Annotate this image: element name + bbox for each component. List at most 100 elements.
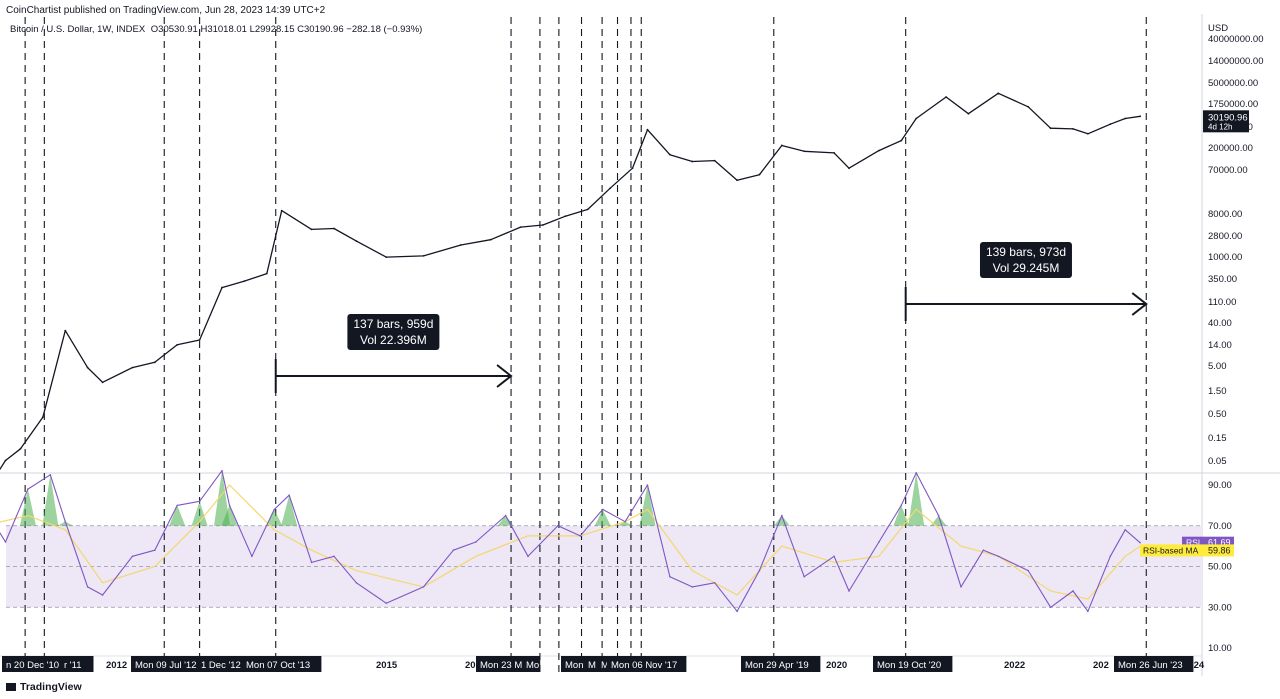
time-axis-marker-tag xyxy=(242,656,322,672)
rsi-axis-tick-label: 30.00 xyxy=(1208,602,1232,613)
rsi-point xyxy=(27,488,29,490)
rsi-point xyxy=(527,555,529,558)
rsi-point xyxy=(86,586,89,588)
price-point xyxy=(333,227,335,230)
price-axis-tick-label: 0.50 xyxy=(1208,409,1227,420)
rsi-overbought-fill xyxy=(639,485,656,526)
price-point xyxy=(945,96,947,98)
time-axis-year-label: 2022 xyxy=(1004,660,1025,671)
time-axis-marker-label: Mon 07 Oct '13 xyxy=(246,660,310,671)
rsi-point xyxy=(154,549,156,551)
price-tag-countdown: 4d 12h xyxy=(1208,122,1232,131)
price-point xyxy=(877,149,880,152)
price-point xyxy=(41,416,44,418)
rsi-overbought-fill xyxy=(19,489,36,526)
price-point xyxy=(459,244,462,246)
rsi-point xyxy=(228,504,231,507)
rsi-point xyxy=(900,504,903,507)
time-axis-marker-label: Mon 19 Oct '20 xyxy=(877,660,941,671)
rsi-overbought-fill xyxy=(617,521,634,526)
price-axis-tick-label: 1750000.00 xyxy=(1208,99,1258,110)
rsi-point xyxy=(1109,555,1112,558)
price-axis-tick-label: 5.00 xyxy=(1208,361,1227,372)
price-point xyxy=(564,215,567,218)
measurement-label-box xyxy=(979,242,1072,278)
time-axis-marker-label: Mon 09 Jul '12 xyxy=(135,660,197,671)
price-point xyxy=(1124,117,1127,120)
price-axis-tick-label: 110.00 xyxy=(1208,297,1236,308)
rsi-overbought-fill xyxy=(930,515,947,526)
tradingview-mark-icon xyxy=(6,683,16,691)
price-point xyxy=(64,329,67,332)
time-axis-marker-tag xyxy=(2,656,72,672)
rsi-point xyxy=(310,561,313,564)
time-axis-marker-tag xyxy=(607,656,687,672)
price-line xyxy=(0,92,1141,471)
time-axis-marker-tag xyxy=(522,656,541,672)
time-axis-marker-tag xyxy=(741,656,821,672)
rsi-point xyxy=(878,541,880,543)
rsi-point xyxy=(848,590,850,592)
rsi-overbought-fill xyxy=(42,474,59,526)
time-axis-marker-tag xyxy=(584,656,598,672)
rsi-point xyxy=(273,508,276,511)
price-axis-tick-label: 40000000.00 xyxy=(1208,34,1263,45)
price-axis-tick-label: 350.00 xyxy=(1208,274,1237,285)
rsi-point xyxy=(1027,569,1029,572)
rsi-point xyxy=(691,586,694,588)
price-point xyxy=(4,459,7,462)
rsi-point xyxy=(1072,590,1074,592)
time-axis-marker-tag xyxy=(197,656,251,672)
tradingview-logo[interactable]: TradingView xyxy=(6,681,82,693)
price-point xyxy=(1072,128,1074,130)
price-point xyxy=(1049,127,1052,130)
rsi-point xyxy=(960,586,962,588)
symbol-name: Bitcoin / U.S. Dollar, 1W, INDEX xyxy=(10,24,146,35)
rsi-axis-tick-label: 10.00 xyxy=(1208,643,1232,654)
rsi-overbought-fill xyxy=(773,515,790,526)
rsi-overbought-fill xyxy=(281,495,298,526)
rsi-tag-name: RSI xyxy=(1186,538,1200,548)
time-axis-marker-label: Mo xyxy=(526,660,539,671)
price-point xyxy=(19,447,22,450)
rsi-point xyxy=(101,594,104,596)
time-axis-year-label: 2020 xyxy=(826,660,847,671)
time-axis-year-label: 2012 xyxy=(106,660,127,671)
price-point xyxy=(1139,115,1142,118)
time-axis-marker-label: M xyxy=(601,660,609,671)
rsi-point xyxy=(713,582,716,584)
price-axis-tick-label: 5000000.00 xyxy=(1208,78,1258,89)
price-point xyxy=(86,366,89,369)
price-point xyxy=(131,366,134,369)
price-axis-tick-label: USD xyxy=(1208,23,1228,34)
rsi-point xyxy=(198,500,201,503)
published-line: CoinChartist published on TradingView.co… xyxy=(6,5,326,16)
time-axis-marker-tag xyxy=(597,656,611,672)
rsi-point xyxy=(833,555,835,558)
rsi-point xyxy=(333,555,335,558)
price-point xyxy=(646,128,649,131)
time-axis-marker-label: Mon 29 Apr '19 xyxy=(745,660,809,671)
ohlc-low: L29928.15 xyxy=(249,24,295,35)
price-point xyxy=(1027,105,1030,108)
price-point xyxy=(833,152,835,154)
rsi-point xyxy=(504,514,507,517)
rsi-point xyxy=(176,504,179,507)
rsi-point xyxy=(646,484,649,486)
time-axis-year-label: 202 xyxy=(1093,660,1109,671)
price-axis-tick-label: 1000.00 xyxy=(1208,252,1242,263)
price-point xyxy=(668,153,671,156)
rsi-point xyxy=(385,602,388,604)
price-point xyxy=(631,167,634,170)
rsi-ma-tag xyxy=(1140,544,1234,557)
time-axis-marker-label: n 20 Dec '10 xyxy=(6,660,59,671)
price-axis-tick-label: 40.00 xyxy=(1208,318,1232,329)
rsi-point xyxy=(4,541,7,543)
rsi-point xyxy=(937,514,940,517)
time-axis-marker-tag xyxy=(60,656,94,672)
rsi-point xyxy=(997,555,1000,558)
rsi-point xyxy=(64,520,67,523)
measurement-bars-label: 137 bars, 959d xyxy=(353,317,433,331)
price-axis-tick-label: 0.15 xyxy=(1208,433,1227,444)
